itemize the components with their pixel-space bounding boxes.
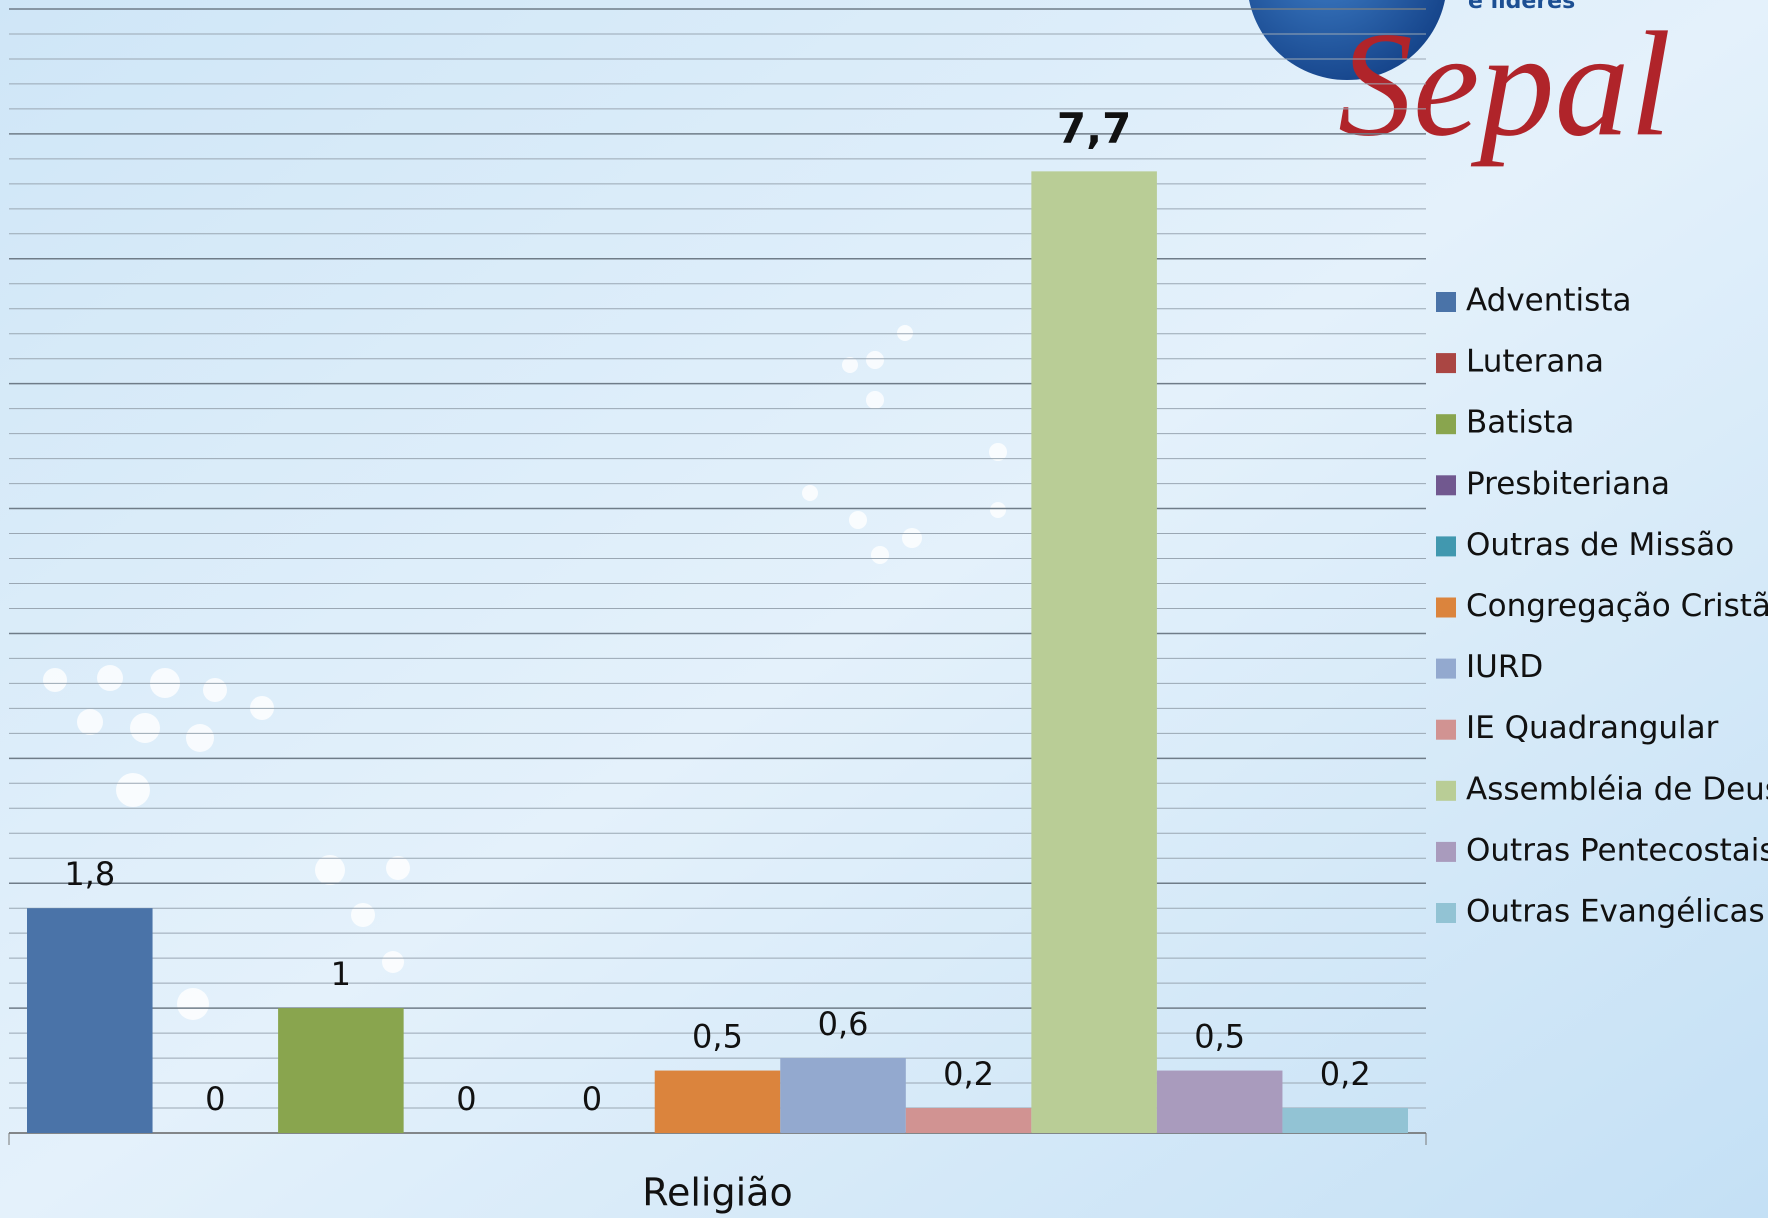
- data-label: 0,2: [1320, 1055, 1371, 1093]
- decoration: [43, 325, 1007, 1020]
- legend-label: Assembléia de Deus: [1466, 771, 1768, 807]
- legend-swatch: [1436, 903, 1456, 923]
- data-label: 1: [331, 955, 351, 993]
- legend-label: Outras de Missão: [1466, 527, 1734, 563]
- data-label: 0,2: [943, 1055, 994, 1093]
- data-label: 0,5: [692, 1018, 743, 1056]
- legend-swatch: [1436, 658, 1456, 679]
- legend-label: Outras Pentecostais: [1466, 832, 1768, 868]
- legend-swatch: [1436, 841, 1456, 862]
- legend-swatch: [1436, 536, 1456, 557]
- legend-swatch: [1436, 292, 1456, 312]
- legend-label: Batista: [1466, 405, 1574, 441]
- legend-label: IURD: [1466, 649, 1543, 685]
- data-label: 0,5: [1194, 1018, 1245, 1056]
- bar: [278, 1008, 404, 1133]
- legend-label: Presbiteriana: [1466, 466, 1670, 502]
- legend-swatch: [1436, 597, 1456, 618]
- legend-label: Congregação Cristã: [1466, 588, 1768, 624]
- legend-label: Outras Evangélicas: [1466, 894, 1765, 930]
- plot-area: 1,8 Adventista 0 Luterana 1 Batista 0 Presbiter…: [8, 8, 1768, 1215]
- legend-label: Luterana: [1466, 344, 1604, 380]
- legend-label: IE Quadrangular: [1466, 710, 1719, 746]
- bar: [1282, 1108, 1408, 1133]
- legend-swatch: [1436, 475, 1456, 496]
- data-label: 0,6: [818, 1005, 869, 1043]
- logo-globe: [1249, 0, 1445, 80]
- logo-tagline: e líderes: [1468, 0, 1575, 14]
- x-axis-title: Religião: [642, 1171, 792, 1215]
- legend-swatch: [1436, 780, 1456, 801]
- bar: [780, 1058, 906, 1133]
- legend-swatch: [1436, 719, 1456, 740]
- bar: [1156, 1070, 1283, 1133]
- bar: [27, 908, 153, 1133]
- data-label: 1,8: [64, 855, 115, 893]
- data-label: 0: [205, 1080, 225, 1118]
- legend-swatch: [1436, 414, 1456, 435]
- data-label: 0: [582, 1080, 602, 1118]
- bar: [1031, 171, 1157, 1133]
- data-label: 7,7: [1057, 104, 1131, 153]
- bar: [905, 1108, 1032, 1133]
- legend-label: Adventista: [1466, 283, 1631, 319]
- bar: [654, 1070, 781, 1133]
- legend-swatch: [1436, 353, 1456, 374]
- data-label: 0: [456, 1080, 476, 1118]
